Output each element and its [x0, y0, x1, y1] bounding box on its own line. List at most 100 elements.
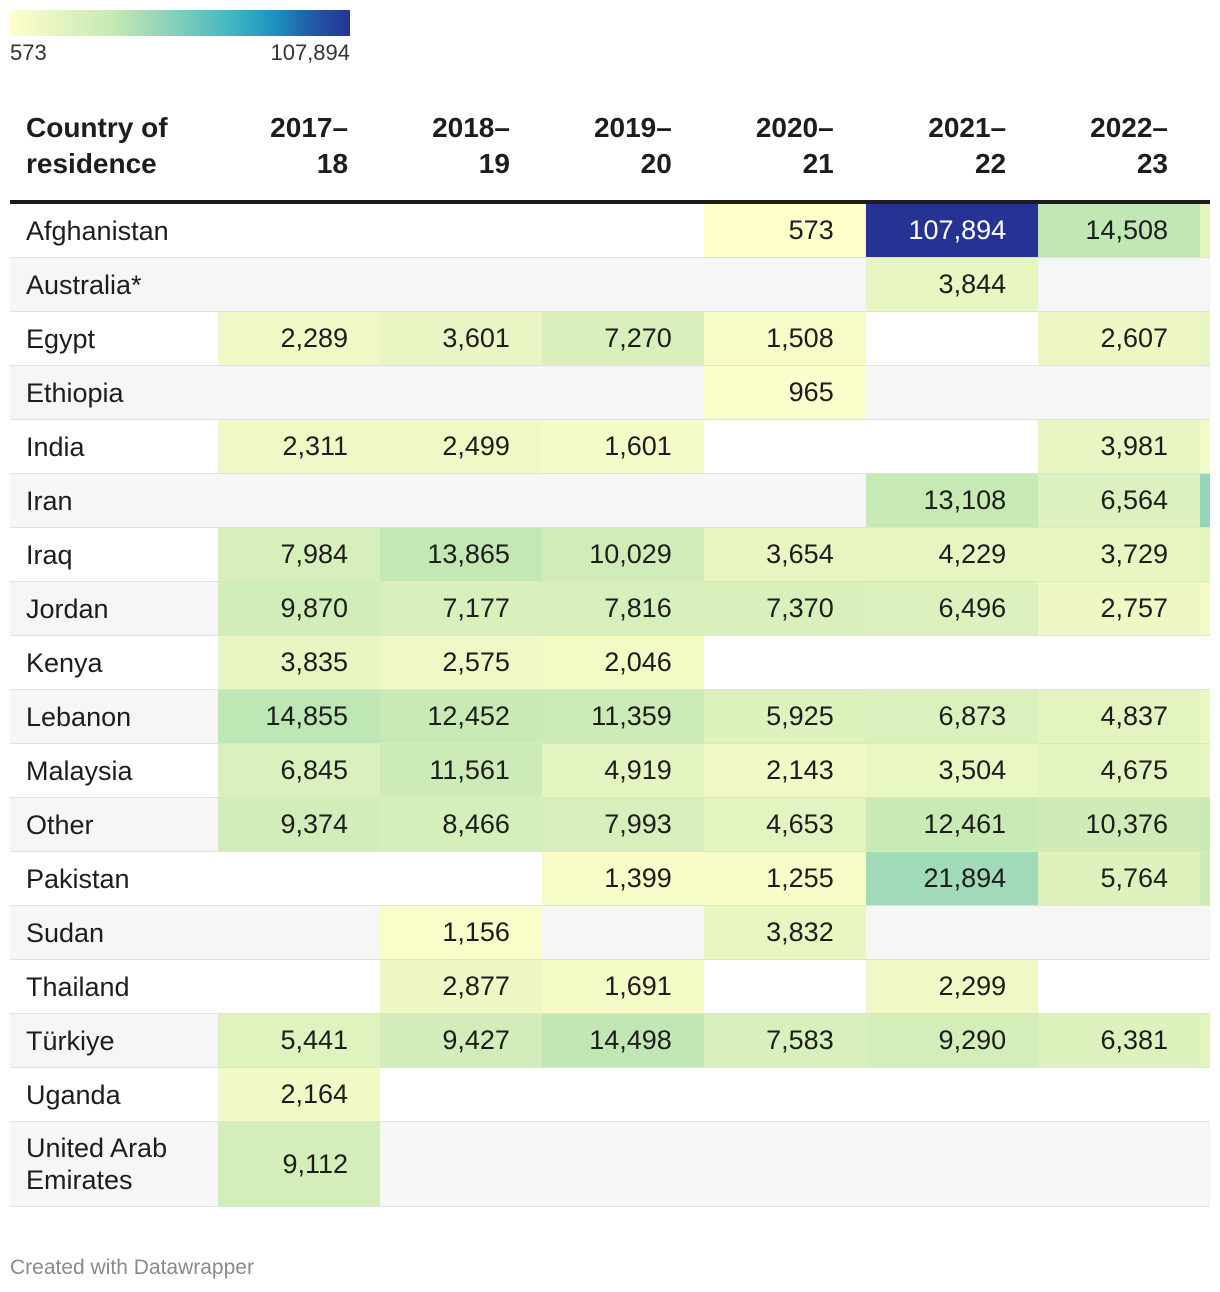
- value-cell: 7,370: [703, 581, 866, 636]
- value-cell: 11,359: [541, 689, 704, 744]
- value-cell: [1200, 1067, 1210, 1122]
- value-cell: [218, 959, 381, 1014]
- value-cell: [1200, 365, 1210, 420]
- value-cell: 2,289: [218, 311, 381, 366]
- table-row: Sudan 1,156 3,832: [10, 905, 1210, 960]
- table-row: Thailand 2,877 1,691 2,299: [10, 959, 1210, 1014]
- country-cell: Kenya: [10, 635, 219, 690]
- value-cell: [865, 905, 1039, 960]
- value-cell: [218, 365, 381, 420]
- country-cell: Ethiopia: [10, 365, 219, 420]
- value-cell: [541, 1121, 704, 1207]
- value-cell: 6,381: [1038, 1013, 1201, 1068]
- value-cell: [541, 202, 704, 258]
- value-cell: 7,993: [541, 797, 704, 852]
- value-cell: 5,441: [218, 1013, 381, 1068]
- value-cell: 12,452: [380, 689, 542, 744]
- value-cell: [703, 419, 866, 474]
- value-cell: 13: [1200, 797, 1210, 852]
- value-cell: [1038, 365, 1201, 420]
- country-cell: Malaysia: [10, 743, 219, 798]
- value-cell: 2,575: [380, 635, 542, 690]
- table-row: United Arab Emirates 9,112: [10, 1121, 1210, 1207]
- value-cell: [1038, 1067, 1201, 1122]
- country-cell: Sudan: [10, 905, 219, 960]
- country-cell: Iraq: [10, 527, 219, 582]
- value-cell: [218, 851, 381, 906]
- value-cell: [1038, 905, 1201, 960]
- value-cell: [703, 959, 866, 1014]
- value-cell: 3,654: [703, 527, 866, 582]
- value-cell: [703, 1121, 866, 1207]
- value-cell: 5: [1200, 527, 1210, 582]
- value-cell: 9,374: [218, 797, 381, 852]
- value-cell: 6,496: [865, 581, 1039, 636]
- country-cell: United Arab Emirates: [10, 1121, 219, 1207]
- table-header-row: Country of residence 2017– 18 2018– 19 2019– 20…: [10, 110, 1210, 204]
- value-cell: [703, 473, 866, 528]
- value-cell: [1200, 959, 1210, 1014]
- country-cell: Iran: [10, 473, 219, 528]
- value-cell: 3: [1200, 689, 1210, 744]
- country-cell: India: [10, 419, 219, 474]
- legend-min-label: 573: [10, 40, 47, 65]
- table-row: Kenya 3,835 2,575 2,046: [10, 635, 1210, 690]
- value-cell: 9,290: [865, 1013, 1039, 1068]
- table-row: Lebanon 14,855 12,452 11,359 5,925 6,873 4,837…: [10, 689, 1210, 744]
- value-cell: 6,564: [1038, 473, 1201, 528]
- column-header-year: 2022– 23: [1038, 110, 1201, 204]
- value-cell: 25: [1200, 473, 1210, 528]
- value-cell: [218, 905, 381, 960]
- country-cell: Uganda: [10, 1067, 219, 1122]
- value-cell: 11: [1200, 851, 1210, 906]
- value-cell: [1200, 905, 1210, 960]
- value-cell: 7,270: [541, 311, 704, 366]
- value-cell: 4,229: [865, 527, 1039, 582]
- column-header-year: 2020– 21: [703, 110, 866, 204]
- country-cell: Jordan: [10, 581, 219, 636]
- value-cell: [703, 1067, 866, 1122]
- column-header-year: 20: [1200, 110, 1210, 204]
- column-header-line2: 19: [478, 148, 510, 179]
- value-cell: [541, 1067, 704, 1122]
- value-cell: 7,816: [541, 581, 704, 636]
- value-cell: [865, 311, 1039, 366]
- value-cell: 3,981: [1038, 419, 1201, 474]
- country-cell: Türkiye: [10, 1013, 219, 1068]
- value-cell: [703, 635, 866, 690]
- value-cell: 21,894: [865, 851, 1039, 906]
- column-header-line1: 2019–: [593, 112, 672, 143]
- country-cell: Thailand: [10, 959, 219, 1014]
- value-cell: [865, 419, 1039, 474]
- column-header-line2: 22: [974, 148, 1007, 179]
- value-cell: 12,461: [865, 797, 1039, 852]
- column-header-line1: 2018–: [432, 112, 510, 143]
- value-cell: 9,112: [218, 1121, 381, 1207]
- value-cell: 13,108: [865, 473, 1039, 528]
- column-header-line1: 2017–: [270, 112, 349, 143]
- value-cell: [380, 1121, 542, 1207]
- column-header-line2: 21: [802, 148, 834, 179]
- value-cell: 1,156: [380, 905, 542, 960]
- value-cell: [1038, 1121, 1201, 1207]
- value-cell: 3,601: [380, 311, 542, 366]
- value-cell: 9,427: [380, 1013, 542, 1068]
- value-cell: 1,399: [541, 851, 704, 906]
- column-header-line1: 2022–: [1090, 112, 1169, 143]
- heatmap-table: Country of residence 2017– 18 2018– 19 2019– 20…: [10, 110, 1210, 1207]
- country-cell: Pakistan: [10, 851, 219, 906]
- value-cell: [1038, 959, 1201, 1014]
- value-cell: [541, 473, 704, 528]
- column-header-year: 2021– 22: [865, 110, 1039, 204]
- value-cell: [541, 905, 704, 960]
- value-cell: [1038, 257, 1201, 312]
- value-cell: 2,143: [703, 743, 866, 798]
- value-cell: 5: [1200, 1013, 1210, 1068]
- value-cell: 2,299: [865, 959, 1039, 1014]
- value-cell: [1200, 257, 1210, 312]
- value-cell: [541, 365, 704, 420]
